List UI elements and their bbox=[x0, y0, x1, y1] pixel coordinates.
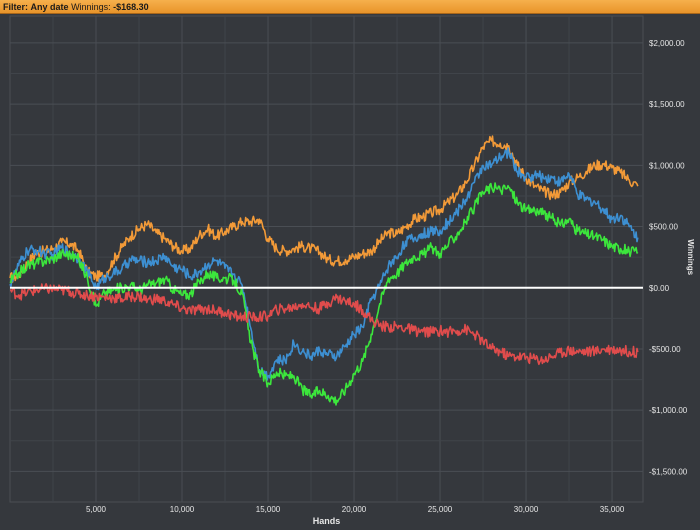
series-lines bbox=[9, 135, 639, 406]
x-axis-ticks: 5,000 10,000 15,000 20,000 25,000 30,000 35,00… bbox=[86, 505, 625, 514]
series-line-4 bbox=[9, 283, 639, 366]
y-axis-ticks: -$1,500.00 -$1,000.00 -$500.00 $0.00 $500.00… bbox=[649, 39, 688, 476]
filter-date-value[interactable]: Any date bbox=[30, 2, 69, 12]
x-tick-label: 5,000 bbox=[86, 505, 107, 514]
x-axis-label: Hands bbox=[313, 516, 341, 526]
y-tick-label: $1,500.00 bbox=[649, 100, 685, 109]
x-tick-label: 15,000 bbox=[256, 505, 281, 514]
y-tick-label: -$500.00 bbox=[649, 345, 681, 354]
plot-border bbox=[9, 15, 644, 503]
filter-label: Filter: bbox=[3, 2, 29, 12]
winnings-value: -$168.30 bbox=[113, 2, 149, 12]
y-tick-label: -$1,500.00 bbox=[649, 467, 688, 476]
x-tick-label: 20,000 bbox=[342, 505, 367, 514]
x-tick-label: 25,000 bbox=[428, 505, 453, 514]
y-tick-label: $500.00 bbox=[649, 223, 678, 232]
x-tick-label: 10,000 bbox=[170, 505, 195, 514]
y-axis-label: Winnings bbox=[686, 239, 695, 275]
series-line-1 bbox=[9, 135, 639, 283]
grid bbox=[9, 15, 644, 503]
series-line-2 bbox=[9, 147, 639, 381]
y-tick-label: $0.00 bbox=[649, 284, 670, 293]
series-line-3 bbox=[9, 182, 639, 406]
winnings-label: Winnings: bbox=[71, 2, 111, 12]
y-tick-label: -$1,000.00 bbox=[649, 406, 688, 415]
x-tick-label: 35,000 bbox=[600, 505, 625, 514]
y-tick-label: $1,000.00 bbox=[649, 161, 685, 170]
x-tick-label: 30,000 bbox=[514, 505, 539, 514]
chart-area: 5,000 10,000 15,000 20,000 25,000 30,000 35,00… bbox=[0, 14, 700, 530]
winnings-chart: 5,000 10,000 15,000 20,000 25,000 30,000 35,00… bbox=[9, 15, 695, 526]
y-tick-label: $2,000.00 bbox=[649, 39, 685, 48]
filter-bar[interactable]: Filter: Any date Winnings: -$168.30 bbox=[0, 0, 700, 14]
